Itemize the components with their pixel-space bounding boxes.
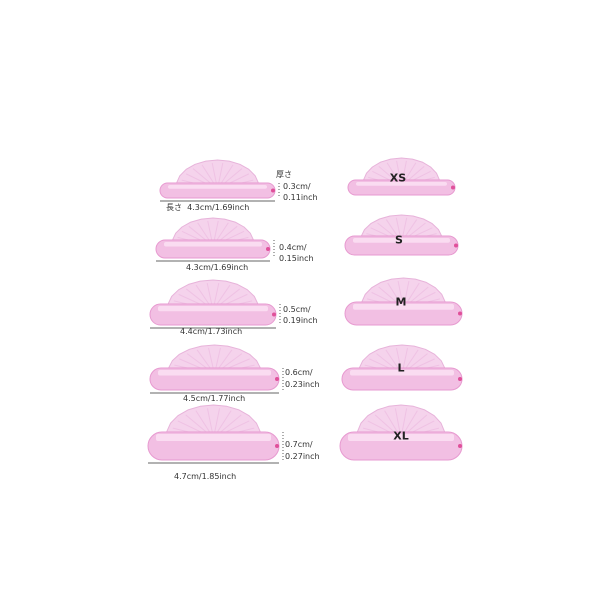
pad-highlight	[348, 434, 454, 441]
pad-highlight	[158, 370, 271, 376]
thickness-cm: 0.3cm/	[283, 182, 311, 191]
thickness-inch: 0.15inch	[279, 254, 314, 263]
pad-tip	[458, 444, 462, 448]
thickness-cm: 0.4cm/	[279, 243, 307, 252]
pad-highlight	[168, 185, 267, 189]
length-value: 4.3cm/1.69inch	[187, 203, 250, 212]
thickness-inch: 0.23inch	[285, 380, 320, 389]
pad-fan	[165, 404, 262, 437]
pad-highlight	[356, 182, 447, 186]
size-label: XS	[389, 171, 407, 185]
pad-fan	[362, 157, 441, 185]
thickness-inch: 0.11inch	[283, 193, 318, 202]
thickness-cm: 0.5cm/	[283, 305, 311, 314]
length-value: 4.7cm/1.85inch	[174, 472, 237, 481]
pad-tip	[272, 312, 276, 317]
size-label: M	[395, 295, 407, 309]
pad-highlight	[156, 434, 271, 441]
size-label: XL	[393, 429, 409, 443]
size-label: L	[397, 361, 405, 375]
thickness-cm: 0.6cm/	[285, 368, 313, 377]
pad-tip	[266, 247, 270, 251]
pad-fan	[356, 404, 446, 437]
pad-tip	[271, 188, 275, 193]
pad-fan	[360, 277, 447, 307]
length-label: 長さ 4.3cm/1.69inch	[166, 203, 249, 213]
pad-fan	[175, 159, 260, 188]
pad-tip	[275, 377, 279, 381]
length-value: 4.3cm/1.69inch	[186, 263, 249, 272]
pad-highlight	[353, 304, 454, 310]
thickness-inch: 0.19inch	[283, 316, 318, 325]
pad-highlight	[350, 370, 454, 376]
length-value: 4.4cm/1.73inch	[180, 327, 243, 336]
thickness-cm: 0.7cm/	[285, 440, 313, 449]
pad-tip	[458, 311, 462, 316]
pad-tip	[454, 243, 458, 248]
pad-tip	[275, 444, 279, 448]
length-prefix: 長さ	[166, 203, 182, 212]
pad-highlight	[164, 242, 262, 247]
pad-fan	[167, 279, 259, 309]
pad-fan	[171, 217, 255, 245]
pad-fan	[360, 214, 443, 241]
pad-tip	[451, 185, 455, 190]
thickness-heading: 厚さ	[276, 170, 292, 179]
length-value: 4.5cm/1.77inch	[183, 394, 246, 403]
pad-highlight	[353, 238, 450, 243]
pad-highlight	[158, 306, 268, 312]
thickness-inch: 0.27inch	[285, 452, 320, 461]
size-label: S	[395, 233, 403, 247]
pad-fan	[358, 344, 446, 373]
pad-fan	[167, 344, 262, 373]
pad-tip	[458, 377, 462, 381]
